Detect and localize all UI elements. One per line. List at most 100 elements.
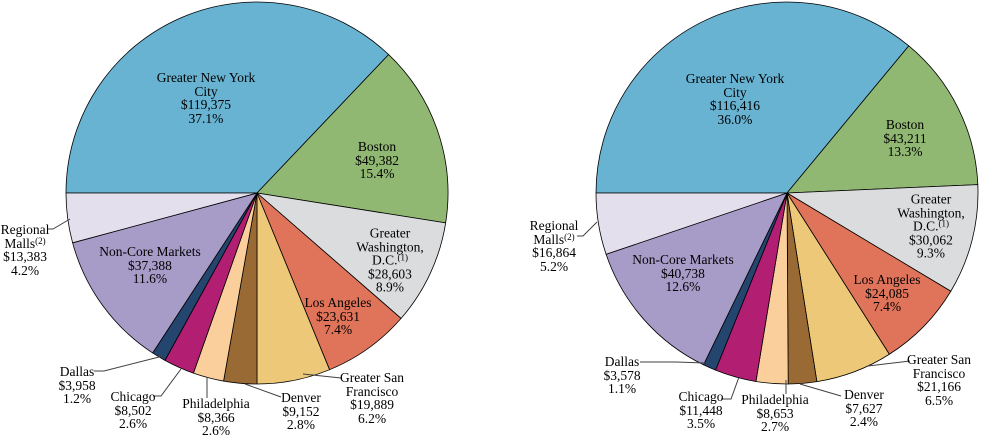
label-value: $3,578	[603, 367, 641, 383]
label-los-angeles: Los Angeles $23,631 7.4%	[304, 296, 371, 337]
label-greater-washington-d-c: Greater Washington, D.C.(1) $28,603 8.9%	[356, 226, 424, 294]
label-percent: 2.6%	[118, 415, 148, 431]
slice-non-core-markets	[605, 192, 788, 366]
label-name-line: Chicago	[678, 388, 724, 404]
label-percent: 15.4%	[359, 165, 395, 181]
label-name-line: Francisco	[345, 383, 399, 399]
label-greater-san-francisco: Greater San Francisco $19,889 6.2%	[340, 371, 404, 425]
label-percent: 9.3%	[916, 245, 946, 261]
label-name-line: Non-Core Markets	[632, 251, 734, 267]
label-percent: 2.4%	[849, 413, 879, 429]
label-value: $8,366	[197, 409, 235, 425]
label-los-angeles: Los Angeles $24,085 7.4%	[853, 273, 920, 314]
label-name-line: Malls(2)	[533, 231, 575, 247]
label-name-line: Dallas	[59, 363, 95, 379]
label-value: $24,085	[865, 285, 909, 301]
label-percent: 1.2%	[62, 390, 92, 406]
label-name-line: Boston	[885, 116, 925, 132]
label-name-line: Los Angeles	[304, 294, 372, 310]
label-name-line: Malls(2)	[4, 235, 46, 251]
label-name-line: Philadelphia	[741, 391, 809, 407]
label-value: $9,152	[282, 403, 320, 419]
label-non-core-markets: Non-Core Markets $40,738 12.6%	[632, 253, 734, 294]
label-name-line: Denver	[844, 386, 884, 402]
label-value: $19,889	[350, 397, 394, 412]
pie-chart-right: Greater New York City $116,416 36.0% Boston $…	[499, 0, 998, 442]
label-name-line: Francisco	[912, 365, 966, 381]
label-value: $23,631	[316, 308, 360, 324]
label-name-line: Greater San	[906, 352, 972, 367]
label-name-line: City	[194, 83, 218, 99]
leader-dallas	[94, 355, 164, 372]
leader-dallas	[640, 361, 706, 364]
label-dallas: Dallas $3,578 1.1%	[603, 355, 640, 396]
label-value: $49,382	[355, 152, 399, 168]
label-value: $11,448	[679, 402, 723, 418]
label-value: $13,383	[3, 249, 47, 264]
label-boston: Boston $43,211 13.3%	[883, 118, 926, 159]
label-name-line: Los Angeles	[853, 271, 921, 287]
label-value: $28,603	[368, 265, 412, 281]
label-percent: 5.2%	[539, 258, 569, 274]
label-name-line: Greater	[369, 225, 411, 241]
label-name-line: Non-Core Markets	[99, 243, 201, 259]
leader-regional-malls	[577, 221, 598, 237]
leader-greater-san-francisco	[302, 373, 342, 379]
label-chicago: Chicago $11,448 3.5%	[679, 390, 724, 431]
label-value: $37,388	[128, 257, 172, 273]
label-name-line: Regional	[529, 218, 579, 233]
label-percent: 37.1%	[188, 110, 224, 126]
label-percent: 36.0%	[717, 111, 753, 127]
label-name-line: D.C.(1)	[912, 218, 950, 234]
label-greater-new-york-city: Greater New York City $119,375 37.1%	[157, 71, 256, 125]
label-greater-new-york-city: Greater New York City $116,416 36.0%	[686, 72, 785, 126]
label-percent: 13.3%	[887, 143, 923, 159]
label-dallas: Dallas $3,958 1.2%	[58, 365, 95, 406]
label-percent: 7.4%	[872, 298, 902, 314]
label-percent: 6.5%	[924, 392, 954, 408]
label-chicago: Chicago $8,502 2.6%	[111, 390, 156, 431]
label-name-line: Chicago	[110, 388, 156, 404]
label-percent: 4.2%	[10, 262, 40, 278]
leader-denver	[799, 383, 842, 397]
leader-chicago	[153, 368, 182, 397]
label-non-core-markets: Non-Core Markets $37,388 11.6%	[99, 245, 201, 286]
label-name-line: Boston	[357, 138, 397, 154]
label-philadelphia: Philadelphia $8,653 2.7%	[741, 393, 809, 434]
slice-boston	[256, 54, 449, 224]
label-percent: 2.6%	[201, 422, 231, 438]
label-value: $116,416	[709, 98, 761, 113]
slice-regional-malls	[65, 192, 258, 244]
leader-regional-malls	[47, 218, 71, 230]
label-boston: Boston $49,382 15.4%	[355, 140, 399, 181]
label-name-line: Regional	[0, 222, 50, 237]
label-value: $3,958	[58, 377, 96, 393]
leader-denver	[244, 383, 282, 398]
slice-greater-new-york-city	[595, 1, 910, 194]
label-percent: 7.4%	[323, 321, 353, 337]
leader-greater-san-francisco	[867, 360, 911, 367]
label-regional-malls: Regional Malls(2) $16,864 5.2%	[530, 219, 579, 273]
label-value: $8,502	[114, 402, 152, 418]
label-percent: 2.7%	[760, 418, 790, 434]
label-name-line: Washington,	[356, 238, 424, 254]
label-name-line: Greater	[910, 191, 952, 207]
label-percent: 2.8%	[286, 416, 316, 432]
slice-non-core-markets	[72, 192, 258, 354]
label-name-line: D.C.(1)	[371, 252, 409, 268]
label-value: $16,864	[532, 245, 576, 260]
footnote-marker: (2)	[35, 235, 46, 246]
label-name-line: Philadelphia	[182, 395, 250, 411]
slice-regional-malls	[595, 192, 788, 255]
slice-greater-new-york-city	[65, 1, 390, 194]
slice-boston	[786, 45, 979, 194]
label-value: $119,375	[180, 97, 232, 112]
label-percent: 11.6%	[132, 270, 168, 286]
label-value: $30,062	[909, 231, 953, 247]
footnote-marker: (1)	[397, 252, 409, 263]
label-percent: 8.9%	[375, 279, 405, 295]
slice-greater-washington-d-c	[786, 184, 979, 292]
label-percent: 3.5%	[686, 415, 716, 431]
label-percent: 6.2%	[357, 410, 387, 426]
